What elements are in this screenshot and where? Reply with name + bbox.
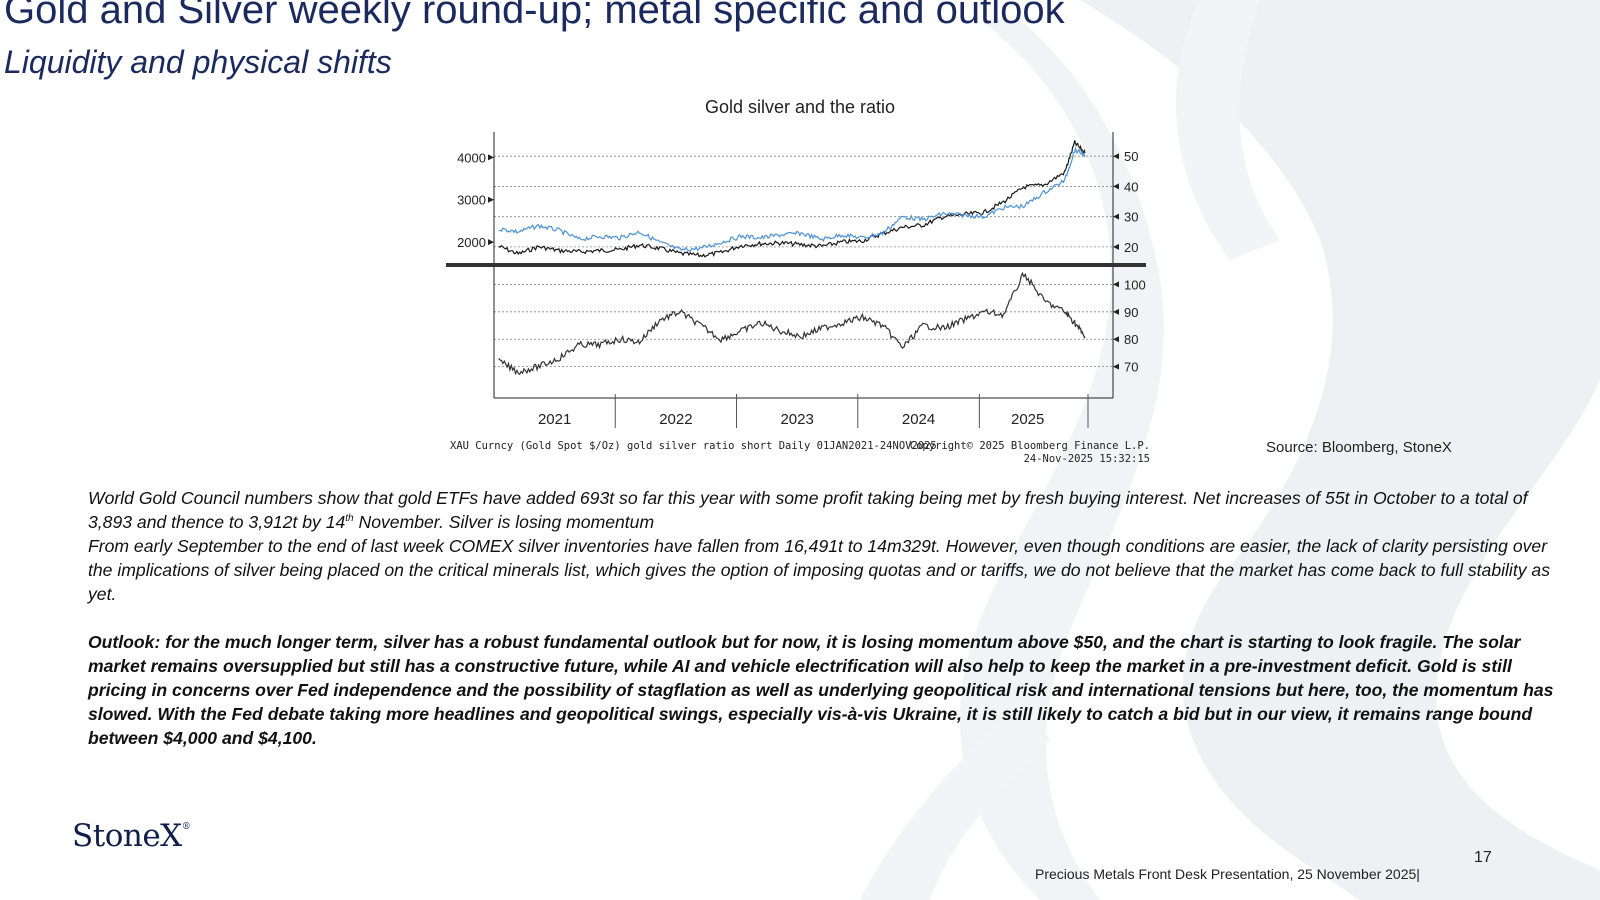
x-tick-label: 2022 <box>659 411 692 428</box>
right-tick-marker <box>1113 336 1119 343</box>
stonex-logo: StoneX® <box>72 818 191 854</box>
slide-subtitle: Liquidity and physical shifts <box>4 44 392 80</box>
bottom-right-tick-label: 80 <box>1124 332 1138 347</box>
commentary-block: World Gold Council numbers show that gol… <box>88 486 1568 750</box>
paragraph-etf: World Gold Council numbers show that gol… <box>88 488 1528 532</box>
chart-copyright: Copyright© 2025 Bloomberg Finance L.P. <box>910 440 1150 452</box>
bottom-right-tick-label: 70 <box>1124 360 1138 375</box>
ratio-series-line <box>498 271 1086 376</box>
chart-timestamp: 24-Nov-2025 15:32:15 <box>1024 453 1150 465</box>
top-right-tick-label: 50 <box>1124 149 1138 164</box>
top-left-tick-label: 2000 <box>457 235 486 250</box>
x-tick-label: 2021 <box>538 411 571 428</box>
right-tick-marker <box>1113 183 1119 190</box>
footer-label: Precious Metals Front Desk Presentation,… <box>1035 866 1420 882</box>
top-left-tick-label: 4000 <box>457 150 486 165</box>
right-tick-marker <box>1113 281 1119 288</box>
bottom-right-tick-label: 100 <box>1124 277 1146 292</box>
right-tick-marker <box>1113 308 1119 315</box>
right-tick-marker <box>1113 213 1119 220</box>
paragraph-outlook: Outlook: for the much longer term, silve… <box>88 632 1554 748</box>
chart-title: Gold silver and the ratio <box>704 97 896 117</box>
spacer <box>88 606 1568 630</box>
slide-title: Gold and Silver weekly round-up; metal s… <box>4 0 1065 32</box>
right-tick-marker <box>1113 243 1119 250</box>
top-right-tick-label: 30 <box>1124 210 1138 225</box>
panel-divider <box>446 263 1146 267</box>
top-right-tick-label: 20 <box>1124 240 1138 255</box>
top-right-tick-label: 40 <box>1124 179 1138 194</box>
chart-footer-left: XAU Curncy (Gold Spot $/Oz) gold silver … <box>450 440 937 452</box>
left-tick-marker <box>488 196 494 203</box>
x-tick-label: 2025 <box>1011 411 1044 428</box>
silver-series-line <box>498 145 1086 252</box>
paragraph-comex: From early September to the end of last … <box>88 536 1550 604</box>
left-tick-marker <box>488 154 494 161</box>
right-tick-marker <box>1113 363 1119 370</box>
gold-series-line <box>498 140 1086 258</box>
top-left-tick-label: 3000 <box>457 193 486 208</box>
x-tick-label: 2024 <box>902 411 935 428</box>
page-number: 17 <box>1474 849 1492 866</box>
right-tick-marker <box>1113 153 1119 160</box>
left-tick-marker <box>488 239 494 246</box>
x-tick-label: 2023 <box>780 411 813 428</box>
bottom-right-tick-label: 90 <box>1124 305 1138 320</box>
gold-silver-ratio-chart: 2021 2022 2023 2024 2025 20 30 40 50 2000 3000 400… <box>446 132 1150 465</box>
source-note: Source: Bloomberg, StoneX <box>1266 439 1452 456</box>
